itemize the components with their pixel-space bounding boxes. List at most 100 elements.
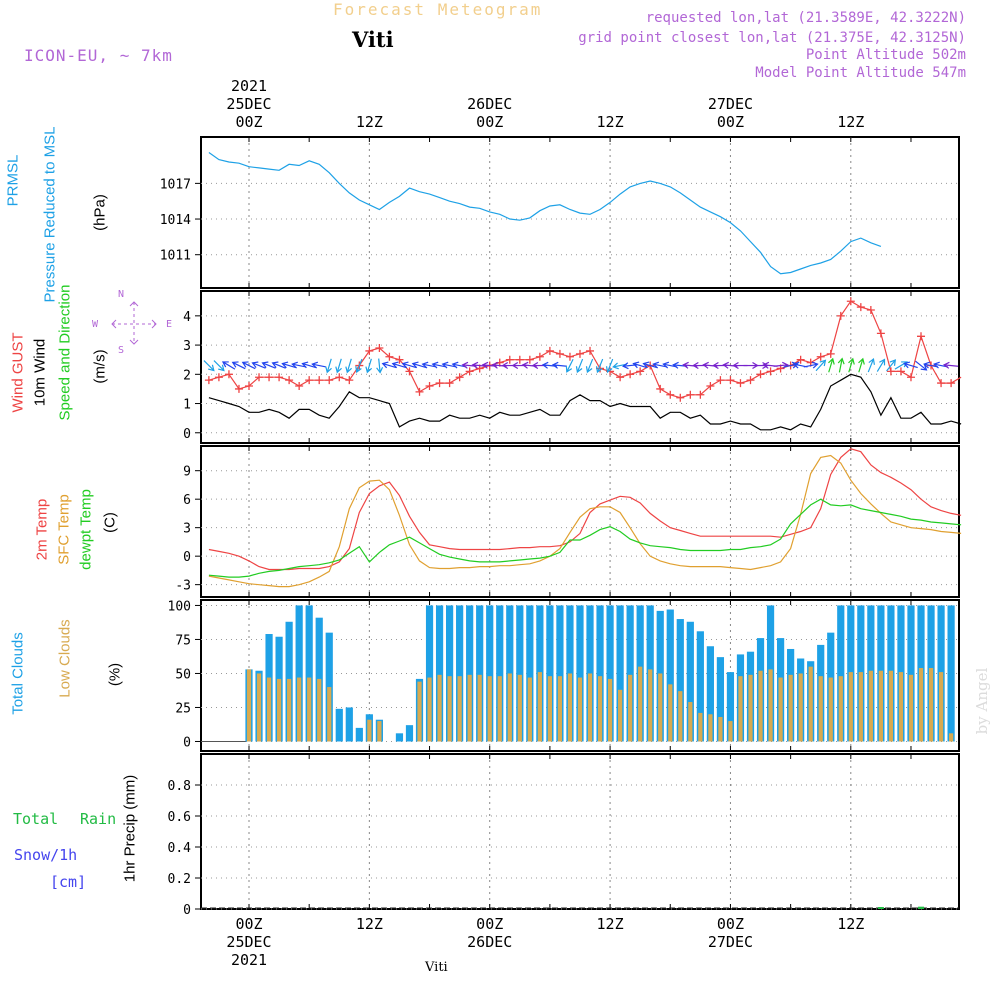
low-cloud-bar xyxy=(517,674,522,742)
gust-marker xyxy=(886,367,895,376)
wind-arrow xyxy=(376,358,384,374)
wind-arrow-shaft xyxy=(867,358,875,373)
wind-arrow-shaft xyxy=(876,359,886,372)
cloud-bars xyxy=(201,605,955,742)
panel-frame xyxy=(200,599,960,752)
bottom-time-label: 12Z xyxy=(356,915,383,933)
low-cloud-bar xyxy=(297,677,302,742)
low-cloud-bar xyxy=(898,672,904,742)
wind-arrow-head xyxy=(491,361,499,369)
total-cloud-bar xyxy=(476,605,484,742)
low-cloud-bar xyxy=(246,669,252,742)
gust-marker xyxy=(906,373,915,382)
y-tick-label: 0 xyxy=(183,903,191,918)
total-cloud-bar xyxy=(907,605,915,742)
wind-arrow-head xyxy=(441,361,449,369)
low-cloud-bar xyxy=(317,678,322,742)
wind-arrow-head xyxy=(879,358,886,366)
low-cloud-bar xyxy=(748,674,753,742)
low-cloud-bar xyxy=(888,670,894,742)
low-cloud-bar xyxy=(427,677,432,742)
gust-marker xyxy=(535,352,544,361)
y-tick-label: 0.4 xyxy=(168,841,192,856)
wind-series xyxy=(203,297,962,431)
bottom-time-label: 2021 xyxy=(231,951,267,969)
total-cloud-bar xyxy=(335,708,343,742)
wind-arrow-head xyxy=(682,361,689,369)
wind-arrow-head xyxy=(868,357,875,365)
total-cloud-bar xyxy=(345,707,353,742)
wind-arrow xyxy=(355,358,363,374)
low-cloud-bar xyxy=(658,673,663,742)
gust-marker xyxy=(726,376,735,385)
low-cloud-bar xyxy=(708,714,713,742)
gust-marker xyxy=(796,355,805,364)
low-cloud-bar xyxy=(928,668,934,742)
top-time-label: 26DEC xyxy=(467,95,512,113)
wind-arrow-head xyxy=(652,361,660,369)
wind-arrow-head xyxy=(271,361,279,368)
gust-marker xyxy=(325,376,334,385)
wind-arrow-head xyxy=(819,359,827,367)
wind-arrow-head xyxy=(241,361,249,368)
wind-arrow-shaft xyxy=(773,364,788,367)
gust-marker xyxy=(214,373,223,382)
total-cloud-bar xyxy=(456,605,464,742)
wind-arrow xyxy=(271,361,286,369)
wind-arrow-head xyxy=(376,366,384,374)
wind-arrow-head xyxy=(251,361,259,368)
wind-arrow-head xyxy=(791,361,799,369)
low-cloud-bar xyxy=(908,674,914,742)
wind-arrow-shaft xyxy=(203,360,215,371)
total-cloud-bar xyxy=(295,605,303,742)
total-cloud-bar xyxy=(696,631,704,742)
low-cloud-bar xyxy=(567,673,573,742)
low-cloud-bar xyxy=(828,677,833,742)
wind-arrow xyxy=(335,358,342,374)
wind-arrow-shaft xyxy=(378,358,381,373)
wind-arrow xyxy=(585,358,594,374)
wind-arrow xyxy=(565,359,574,373)
wind-arrow-shaft xyxy=(326,358,332,373)
wind-arrow-head xyxy=(732,362,739,370)
wind-arrow-head xyxy=(231,361,239,368)
low-cloud-bar xyxy=(788,674,793,742)
gust-marker xyxy=(515,355,524,364)
wind-arrow-head xyxy=(381,361,389,369)
top-time-label: 00Z xyxy=(235,113,262,131)
wind-arrow xyxy=(221,361,236,370)
total-cloud-bar xyxy=(305,605,313,742)
gust-line xyxy=(208,300,962,399)
gust-marker xyxy=(736,379,745,388)
wind-arrow xyxy=(903,361,918,369)
top-time-label: 12Z xyxy=(597,113,624,131)
gust-marker xyxy=(405,367,414,376)
panel-1: 1011 1014 1017 xyxy=(160,136,960,289)
wind-arrow-shaft xyxy=(566,359,574,373)
low-cloud-bar xyxy=(447,676,452,742)
wind-arrow-shaft xyxy=(336,358,342,373)
wind-arrow-head xyxy=(481,361,489,369)
gust-marker xyxy=(275,373,284,382)
y-tick-label: 50 xyxy=(175,667,191,682)
y-tick-label: 6 xyxy=(183,493,191,508)
wind-arrow-head xyxy=(622,362,629,370)
y-tick-label: 4 xyxy=(183,310,191,325)
panel-frame xyxy=(200,290,960,444)
wind-arrow-head xyxy=(923,361,930,369)
gust-marker xyxy=(255,373,264,382)
low-cloud-bar xyxy=(417,681,422,742)
wind-arrow xyxy=(251,361,266,369)
pressure-series xyxy=(208,152,882,275)
low-cloud-bar xyxy=(607,678,613,742)
wind-arrow-shaft xyxy=(858,358,864,373)
wind-arrow-head xyxy=(889,359,897,366)
station-name: Viti xyxy=(352,27,394,52)
wind-arrow-head xyxy=(920,364,928,371)
low-cloud-bar xyxy=(838,676,843,742)
wind-arrow-shaft xyxy=(606,358,614,373)
wind-arrow xyxy=(815,359,827,372)
low-cloud-bar xyxy=(256,673,262,742)
wind-arrow-shaft xyxy=(886,359,896,372)
wind-arrow-head xyxy=(702,361,709,369)
